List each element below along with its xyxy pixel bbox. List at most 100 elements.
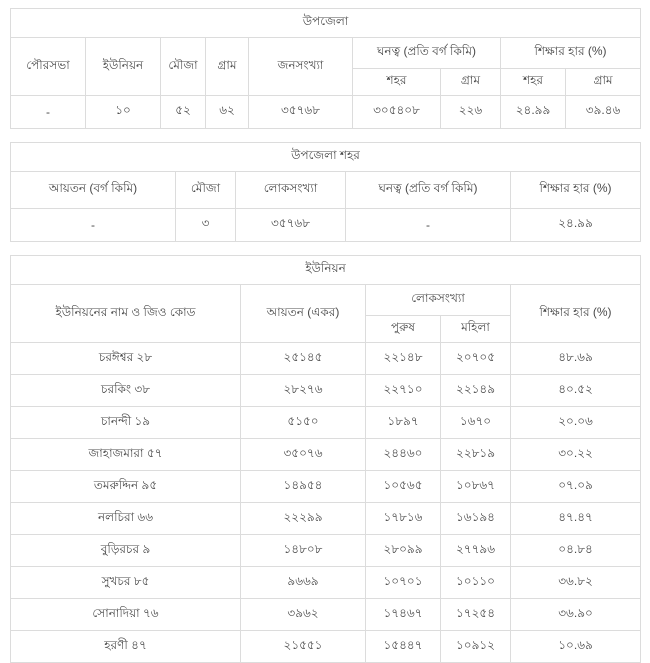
union-row: জাহাজমারা ৫৭ ৩৫০৭৬ ২৪৪৬০ ২২৮১৯ ৩০.২২ [10,438,642,471]
union-row: চরকিং ৩৮ ২৮২৭৬ ২২৭১০ ২২১৪৯ ৪০.৫২ [10,374,642,407]
cell-union-area: ২১৫৫১ [240,630,366,663]
header-union-literacy: শিক্ষার হার (%) [509,284,642,343]
header-town-mouza: মৌজা [175,171,236,209]
header-mouza: মৌজা [160,37,206,96]
cell-union-female: ২০৭০৫ [440,342,511,375]
header-town-literacy: শিক্ষার হার (%) [510,171,641,209]
cell-union-literacy: ৪৮.৬৯ [509,342,642,375]
cell-union-area: ২৫১৪৫ [240,342,366,375]
header-union-population-group: লোকসংখ্যা [365,284,511,316]
cell-population: ৩৫৭৬৮ [248,95,353,129]
cell-union-literacy: ০৭.০৯ [509,470,642,503]
cell-union-female: ১০১১০ [440,566,511,599]
union-row: বুড়িরচর ৯ ১৪৮০৮ ২৮০৯৯ ২৭৭৯৬ ০৪.৮৪ [10,534,642,567]
cell-union-literacy: ৩৬.৮২ [509,566,642,599]
header-density-town: শহর [352,68,441,96]
cell-union-female: ১৬১৯৪ [440,502,511,535]
cell-union-area: ২২২৯৯ [240,502,366,535]
cell-union-name: চরকিং ৩৮ [10,374,241,407]
cell-literacy-town: ২৪.৯৯ [500,95,566,129]
cell-town-literacy: ২৪.৯৯ [510,208,641,242]
cell-union-female: ২২১৪৯ [440,374,511,407]
header-union-male: পুরুষ [365,315,441,343]
cell-town-population: ৩৫৭৬৮ [235,208,346,242]
cell-union-literacy: ৩৬.৯০ [509,598,642,631]
cell-union-literacy: ৪৭.৪৭ [509,502,642,535]
header-population: জনসংখ্যা [248,37,353,96]
cell-mouza: ৫২ [160,95,206,129]
cell-pourashava: - [10,95,86,129]
cell-union-area: ৩৫০৭৬ [240,438,366,471]
cell-density-village: ২২৬ [440,95,501,129]
cell-union-male: ১৭৮১৬ [365,502,441,535]
cell-union-female: ১৬৭০ [440,406,511,439]
cell-union-female: ২২৮১৯ [440,438,511,471]
town-table-title: উপজেলা শহর [10,142,641,172]
union-row: সোনাদিয়া ৭৬ ৩৯৬২ ১৭৪৬৭ ১৭২৫৪ ৩৬.৯০ [10,598,642,631]
upazila-data-row: - ১০ ৫২ ৬২ ৩৫৭৬৮ ৩০৫৪০৮ ২২৬ ২৪.৯৯ ৩৯.৪৬ [10,95,642,129]
cell-union-area: ১৪৯৫৪ [240,470,366,503]
cell-town-area: - [10,208,176,242]
upazila-table-title: উপজেলা [9,8,642,38]
cell-union-male: ১৮৯৭ [365,406,441,439]
cell-union-male: ১৫৪৪৭ [365,630,441,663]
union-table-title: ইউনিয়ন [9,255,642,285]
union-table: ইউনিয়ন ইউনিয়নের নাম ও জিও কোড আয়তন (এ… [9,255,642,663]
cell-union-name: হরণী ৪৭ [10,630,241,663]
cell-union-count: ১০ [85,95,161,129]
cell-union-male: ১০৭০১ [365,566,441,599]
cell-union-female: ১০৯১২ [440,630,511,663]
cell-gram: ৬২ [205,95,249,129]
header-town-area: আয়তন (বর্গ কিমি) [10,171,176,209]
cell-union-name: নলচিরা ৬৬ [10,502,241,535]
header-literacy-town: শহর [500,68,566,96]
cell-union-name: সুখচর ৮৫ [10,566,241,599]
cell-union-name: তমরুদ্দিন ৯৫ [10,470,241,503]
cell-union-name: সোনাদিয়া ৭৬ [10,598,241,631]
header-pourashava: পৌরসভা [10,37,86,96]
header-union-female: মহিলা [440,315,511,343]
upazila-town-table: উপজেলা শহর আয়তন (বর্গ কিমি) মৌজা লোকসংখ… [10,142,641,242]
header-union-area: আয়তন (একর) [240,284,366,343]
cell-union-area: ৯৬৬৯ [240,566,366,599]
cell-union-area: ১৪৮০৮ [240,534,366,567]
union-row: সুখচর ৮৫ ৯৬৬৯ ১০৭০১ ১০১১০ ৩৬.৮২ [10,566,642,599]
cell-union-male: ২৮০৯৯ [365,534,441,567]
cell-literacy-village: ৩৯.৪৬ [564,95,642,129]
header-union-count: ইউনিয়ন [85,37,161,96]
cell-union-literacy: ২০.০৬ [509,406,642,439]
cell-union-name: বুড়িরচর ৯ [10,534,241,567]
cell-union-female: ১৭২৫৪ [440,598,511,631]
header-union-name: ইউনিয়নের নাম ও জিও কোড [10,284,241,343]
cell-union-literacy: ৪০.৫২ [509,374,642,407]
header-town-population: লোকসংখ্যা [235,171,346,209]
cell-union-male: ২৪৪৬০ [365,438,441,471]
header-density-village: গ্রাম [440,68,501,96]
union-row: চরঈশ্বর ২৮ ২৫১৪৫ ২২১৪৮ ২০৭০৫ ৪৮.৬৯ [10,342,642,375]
cell-union-male: ১৭৪৬৭ [365,598,441,631]
cell-union-male: ২২১৪৮ [365,342,441,375]
union-row: চানন্দী ১৯ ৫১৫০ ১৮৯৭ ১৬৭০ ২০.০৬ [10,406,642,439]
header-gram: গ্রাম [205,37,249,96]
cell-town-density: - [345,208,511,242]
header-literacy-village: গ্রাম [564,68,642,96]
cell-density-town: ৩০৫৪০৮ [352,95,441,129]
cell-union-female: ২৭৭৯৬ [440,534,511,567]
cell-union-male: ২২৭১০ [365,374,441,407]
cell-union-area: ৫১৫০ [240,406,366,439]
cell-town-mouza: ৩ [175,208,236,242]
union-row: নলচিরা ৬৬ ২২২৯৯ ১৭৮১৬ ১৬১৯৪ ৪৭.৪৭ [10,502,642,535]
cell-union-literacy: ১০.৬৯ [509,630,642,663]
union-row: হরণী ৪৭ ২১৫৫১ ১৫৪৪৭ ১০৯১২ ১০.৬৯ [10,630,642,663]
cell-union-female: ১০৮৬৭ [440,470,511,503]
town-data-row: - ৩ ৩৫৭৬৮ - ২৪.৯৯ [10,208,641,242]
cell-union-area: ২৮২৭৬ [240,374,366,407]
cell-union-male: ১০৫৬৫ [365,470,441,503]
cell-union-area: ৩৯৬২ [240,598,366,631]
cell-union-name: জাহাজমারা ৫৭ [10,438,241,471]
header-literacy-group: শিক্ষার হার (%) [499,37,642,69]
cell-union-name: চানন্দী ১৯ [10,406,241,439]
cell-union-literacy: ৩০.২২ [509,438,642,471]
header-density-group: ঘনত্ব (প্রতি বর্গ কিমি) [352,37,501,69]
